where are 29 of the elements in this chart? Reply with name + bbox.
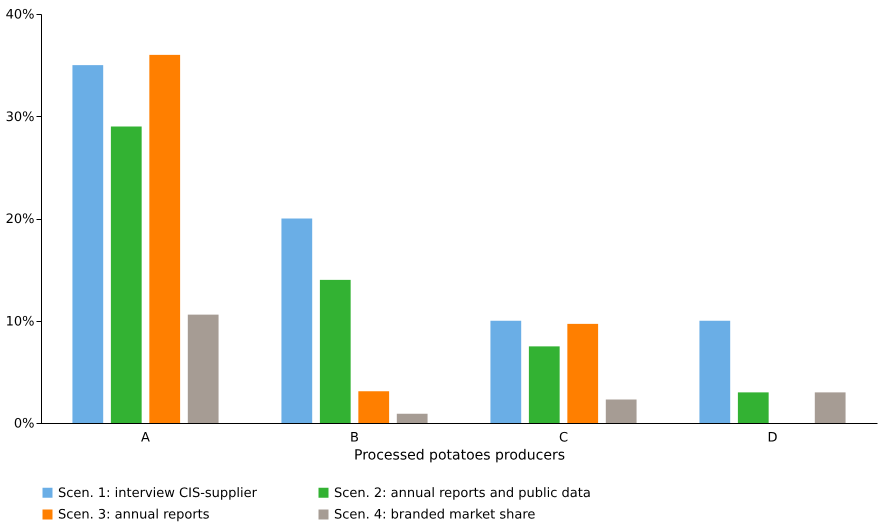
bar: [699, 320, 730, 423]
bar: [814, 392, 846, 423]
bar: [396, 414, 428, 423]
x-tick-label: B: [350, 430, 359, 446]
legend-label: Scen. 2: annual reports and public data: [334, 486, 591, 501]
bar: [528, 346, 560, 423]
bar: [606, 399, 637, 423]
bar: [738, 392, 769, 423]
bar: [188, 314, 219, 423]
bar: [72, 65, 104, 423]
bar: [490, 320, 522, 423]
bar: [320, 280, 351, 423]
x-tick-label: A: [141, 430, 150, 446]
bar: [281, 218, 312, 423]
y-tick-label: 10%: [6, 314, 34, 330]
x-axis-title: Processed potatoes producers: [354, 448, 566, 464]
bar: [358, 391, 390, 423]
y-tick-label: 30%: [6, 110, 34, 125]
legend-label: Scen. 3: annual reports: [58, 508, 210, 522]
bar: [110, 126, 142, 423]
y-tick-label: 0%: [14, 416, 34, 432]
y-tick-label: 20%: [6, 212, 34, 227]
bar: [149, 54, 180, 423]
legend-label: Scen. 4: branded market share: [334, 508, 536, 522]
x-tick-label: C: [558, 430, 568, 446]
y-tick-label: 40%: [6, 8, 34, 22]
x-tick-label: D: [767, 430, 778, 446]
bar: [567, 324, 598, 423]
legend-label: Scen. 1: interview CIS-supplier: [58, 486, 258, 501]
